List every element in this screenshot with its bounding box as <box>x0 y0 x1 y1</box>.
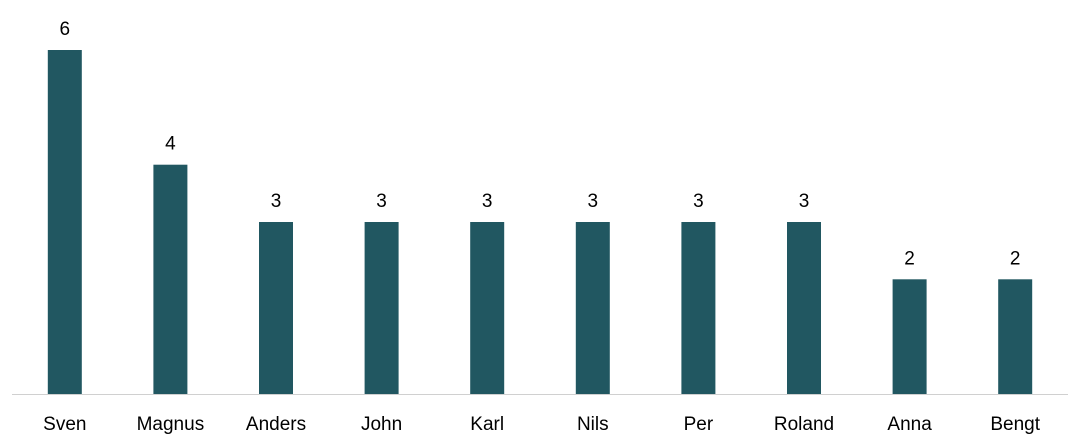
data-label-john: 3 <box>376 191 387 212</box>
bar-nils <box>575 222 610 394</box>
bar-roland <box>787 222 821 394</box>
data-label-magnus: 4 <box>165 134 176 155</box>
x-tick-label-sven: Sven <box>43 414 86 435</box>
bar-bengt <box>998 279 1033 394</box>
data-label-bengt: 2 <box>1010 248 1021 269</box>
bar-john <box>364 222 399 394</box>
x-tick-label-bengt: Bengt <box>990 414 1040 435</box>
data-label-anders: 3 <box>271 191 282 212</box>
x-tick-label-anna: Anna <box>887 414 932 435</box>
bar-magnus <box>153 164 188 394</box>
bar-sven <box>47 50 82 394</box>
bar-per <box>681 222 716 394</box>
x-tick-label-john: John <box>361 414 402 435</box>
x-tick-label-magnus: Magnus <box>137 414 205 435</box>
bar-anders <box>259 222 293 394</box>
data-labels-layer: 6 4 3 3 3 3 3 3 2 2 <box>60 19 1021 269</box>
bars-layer <box>47 50 1033 394</box>
x-tick-label-karl: Karl <box>470 414 504 435</box>
data-label-per: 3 <box>693 191 704 212</box>
data-label-nils: 3 <box>588 191 599 212</box>
bar-karl <box>470 222 505 394</box>
data-label-karl: 3 <box>482 191 493 212</box>
data-label-roland: 3 <box>799 191 810 212</box>
x-tick-labels-layer: Sven Magnus Anders John Karl Nils Per Roland Ann… <box>43 414 1041 435</box>
x-tick-label-nils: Nils <box>577 414 609 435</box>
x-tick-label-per: Per <box>684 414 714 435</box>
bar-anna <box>892 279 927 394</box>
x-tick-label-anders: Anders <box>246 414 306 435</box>
x-tick-label-roland: Roland <box>774 414 834 435</box>
data-label-anna: 2 <box>904 248 915 269</box>
data-label-sven: 6 <box>60 19 71 40</box>
